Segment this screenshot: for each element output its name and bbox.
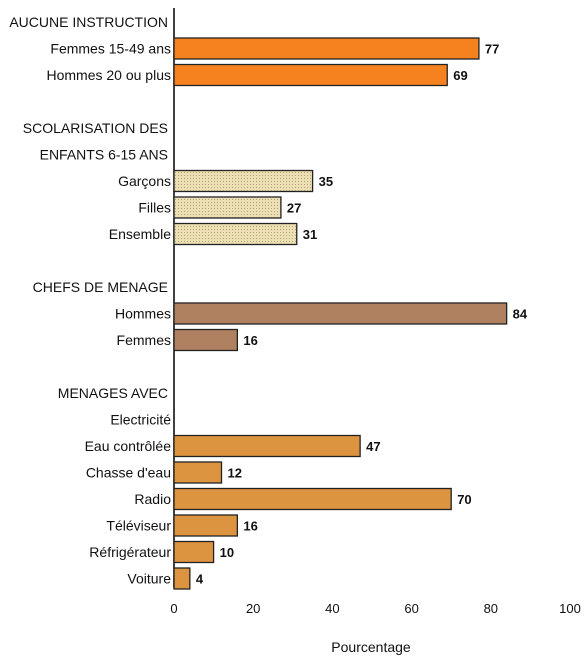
bar xyxy=(173,222,298,246)
bar-value-label: 4 xyxy=(196,572,204,587)
bar xyxy=(173,196,282,219)
bar-label: Femmes 15-49 ans xyxy=(50,41,171,57)
bar xyxy=(173,487,452,511)
bar-label: Eau contrôlée xyxy=(85,438,172,454)
x-axis: 0 20 40 60 80 100 xyxy=(170,601,580,616)
group-title: SCOLARISATION DES xyxy=(23,120,168,136)
bar-value-label: 10 xyxy=(220,545,234,560)
bar xyxy=(173,37,480,60)
x-axis-title: Pourcentage xyxy=(331,639,411,655)
bar xyxy=(173,540,215,564)
bar-label: Hommes 20 ou plus xyxy=(46,67,171,83)
group-title: CHEFS DE MENAGE xyxy=(33,279,168,295)
bar-value-label: 12 xyxy=(228,466,242,481)
x-tick-label: 20 xyxy=(246,601,260,616)
bar xyxy=(173,514,239,537)
bar-value-label: 27 xyxy=(287,201,301,216)
x-tick-label: 60 xyxy=(404,601,418,616)
bar-label: Radio xyxy=(134,491,171,507)
bar-value-label: 31 xyxy=(303,227,317,242)
group-title: ENFANTS 6-15 ANS xyxy=(40,147,168,163)
bar-value-label: 70 xyxy=(457,492,471,507)
bar-label: Téléviseur xyxy=(106,518,171,534)
bar-value-label: 84 xyxy=(513,307,528,322)
bar xyxy=(173,169,314,193)
bar xyxy=(173,567,191,590)
plot-area: AUCUNE INSTRUCTION Femmes 15-49 ans 77 Homm… xyxy=(9,8,528,590)
bar-label: Hommes xyxy=(115,306,171,322)
bar xyxy=(173,302,508,325)
bar-label: Réfrigérateur xyxy=(89,544,171,560)
bar-value-label: 35 xyxy=(319,174,333,189)
bar-label: Ensemble xyxy=(109,226,171,242)
bar-value-label: 77 xyxy=(485,42,499,57)
bar-value-label: 69 xyxy=(453,68,467,83)
bar-label: Femmes xyxy=(117,332,171,348)
x-tick-label: 0 xyxy=(170,601,177,616)
bar-label: Filles xyxy=(138,200,171,216)
bar-label: Garçons xyxy=(118,173,171,189)
group-title: AUCUNE INSTRUCTION xyxy=(9,14,168,30)
group-title: MENAGES AVEC xyxy=(58,385,168,401)
x-tick-label: 40 xyxy=(325,601,339,616)
bar-label: Electricité xyxy=(110,412,171,428)
bar-value-label: 16 xyxy=(243,333,257,348)
bar xyxy=(173,63,448,87)
bar xyxy=(173,461,223,484)
bar-label: Chasse d'eau xyxy=(86,465,171,481)
bar-label: Voiture xyxy=(127,571,171,587)
bar-value-label: 16 xyxy=(243,519,257,534)
bar xyxy=(173,434,361,458)
bar xyxy=(173,328,239,352)
x-tick-label: 80 xyxy=(484,601,498,616)
x-tick-label: 100 xyxy=(559,601,581,616)
bar-value-label: 47 xyxy=(366,439,380,454)
